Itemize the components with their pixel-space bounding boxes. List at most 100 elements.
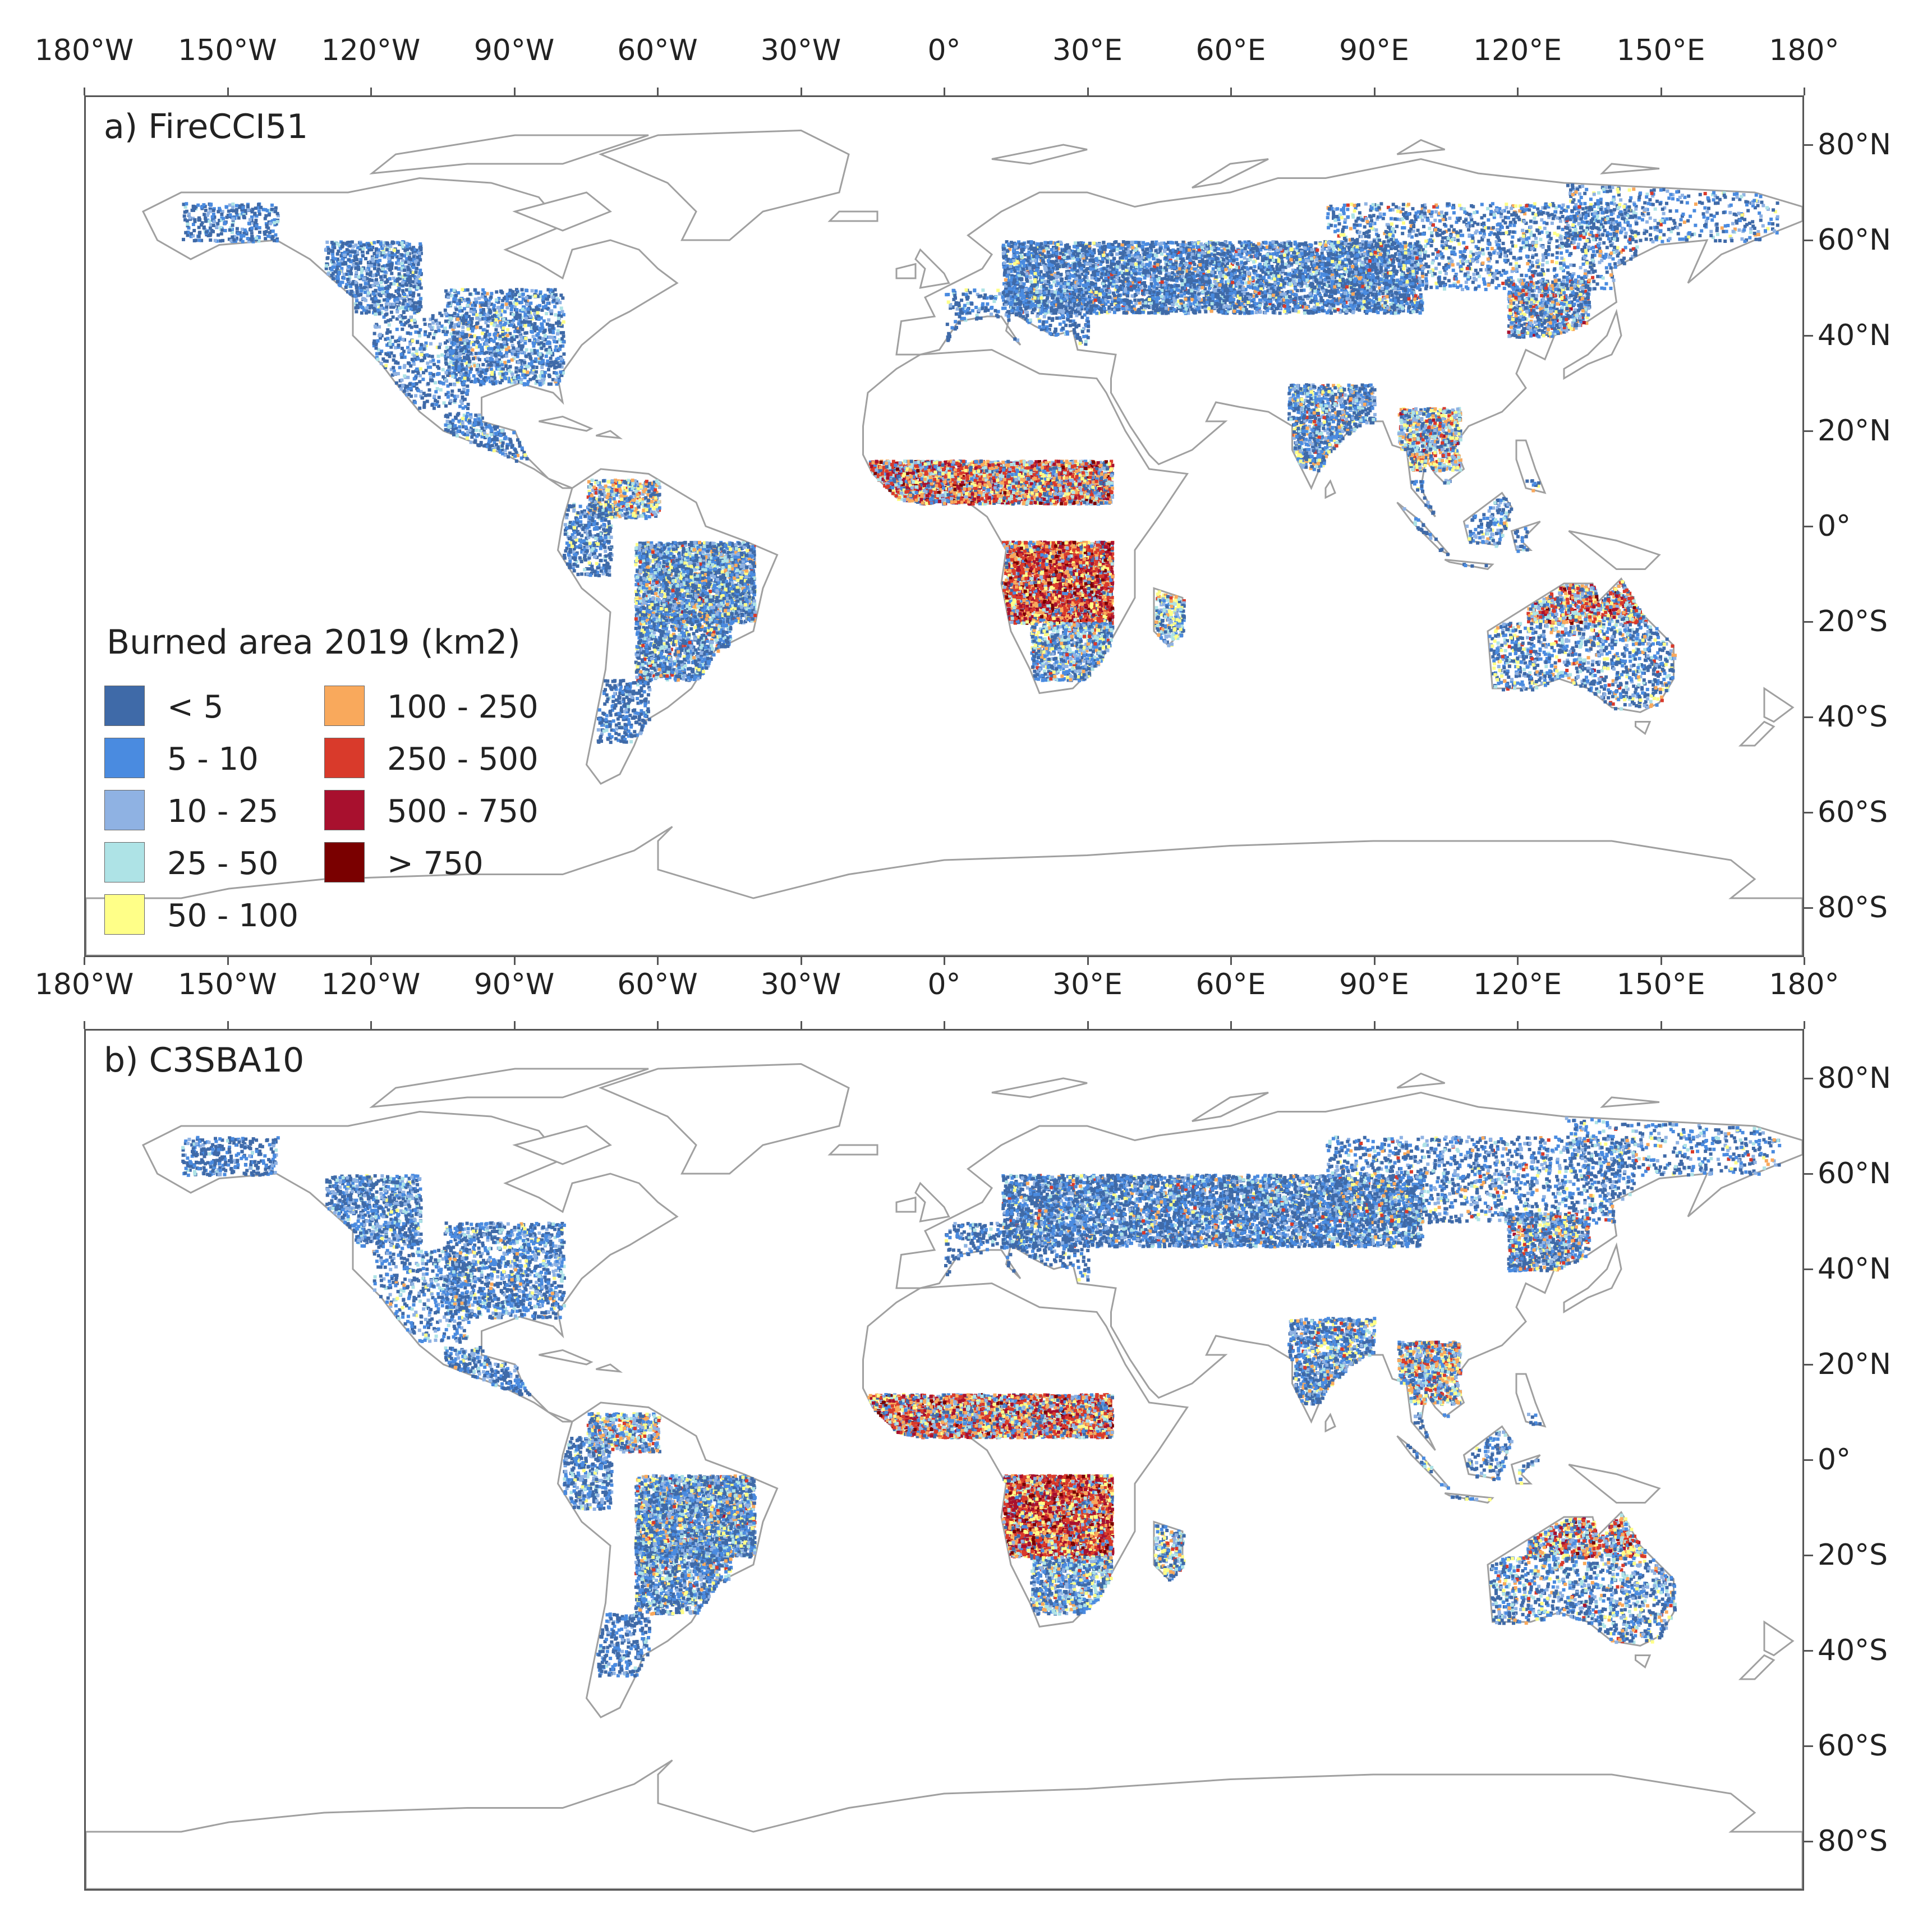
burned-pixel xyxy=(651,580,655,583)
burned-pixel xyxy=(473,288,477,292)
burned-pixel xyxy=(406,384,410,388)
burned-pixel xyxy=(476,364,479,367)
burned-pixel xyxy=(663,559,666,563)
burned-pixel xyxy=(407,256,411,260)
burned-pixel xyxy=(634,516,638,520)
burned-pixel xyxy=(426,393,430,397)
burned-pixel xyxy=(699,603,703,607)
burned-pixel xyxy=(234,204,238,208)
burned-pixel xyxy=(234,236,238,240)
burned-pixel xyxy=(387,292,390,296)
burned-pixel xyxy=(368,293,372,297)
burned-pixel xyxy=(404,387,407,390)
burned-pixel xyxy=(513,454,517,458)
burned-pixel xyxy=(655,483,659,487)
burned-pixel xyxy=(394,381,398,385)
burned-pixel xyxy=(456,413,459,417)
burned-pixel xyxy=(482,431,486,435)
burned-pixel xyxy=(263,217,267,220)
burned-pixel xyxy=(422,353,426,357)
burned-pixel xyxy=(615,502,619,506)
burned-pixel xyxy=(454,348,458,352)
burned-pixel xyxy=(386,337,390,341)
burned-pixel xyxy=(251,240,255,243)
burned-pixel xyxy=(466,327,470,331)
burned-pixel xyxy=(385,241,389,245)
burned-pixel xyxy=(659,610,663,614)
burned-pixel xyxy=(270,203,274,207)
burned-pixel xyxy=(447,365,451,369)
burned-pixel xyxy=(416,286,420,289)
burned-pixel xyxy=(225,205,228,209)
burned-pixel xyxy=(523,341,527,345)
burned-pixel xyxy=(473,380,477,384)
burned-pixel xyxy=(359,283,362,287)
burned-pixel xyxy=(509,323,513,327)
burned-pixel xyxy=(490,444,494,448)
burned-pixel xyxy=(647,515,651,518)
land-outline xyxy=(1396,139,1446,155)
burned-pixel xyxy=(415,355,419,358)
burned-pixel xyxy=(376,240,380,243)
burned-pixel xyxy=(515,310,519,314)
burned-pixel xyxy=(496,316,500,320)
burned-pixel xyxy=(606,493,610,497)
burned-pixel xyxy=(648,510,652,514)
burned-pixel xyxy=(410,302,413,306)
burned-pixel xyxy=(418,242,422,246)
burned-pixel xyxy=(657,484,661,488)
burned-pixel xyxy=(525,309,528,312)
longitude-label: 30°E xyxy=(1052,34,1123,67)
burned-pixel xyxy=(209,238,213,242)
burned-pixel xyxy=(398,337,402,341)
burned-pixel xyxy=(370,257,374,261)
burned-pixel xyxy=(478,343,482,347)
burned-pixel xyxy=(627,503,631,507)
burned-pixel xyxy=(464,298,467,302)
burned-pixel xyxy=(393,298,397,302)
burned-pixel xyxy=(482,377,486,381)
land-outline xyxy=(1763,687,1795,723)
burned-pixel xyxy=(454,361,458,365)
burned-pixel xyxy=(379,336,382,340)
burned-pixel xyxy=(413,324,417,328)
burned-pixel xyxy=(590,499,594,503)
burned-pixel xyxy=(523,361,527,365)
burned-pixel xyxy=(557,314,561,318)
burned-pixel xyxy=(415,349,418,353)
burned-pixel xyxy=(508,332,512,335)
burned-pixel xyxy=(632,498,636,502)
burned-pixel xyxy=(555,382,559,386)
burned-pixel xyxy=(519,380,523,384)
burned-pixel xyxy=(519,456,523,460)
burned-pixel xyxy=(398,254,402,258)
burned-pixel xyxy=(421,378,425,381)
burned-pixel xyxy=(512,357,516,361)
burned-pixel xyxy=(641,492,645,496)
burned-pixel xyxy=(202,226,206,230)
burned-pixel xyxy=(523,351,527,355)
burned-pixel xyxy=(333,246,337,250)
burned-pixel xyxy=(428,332,432,335)
burned-pixel xyxy=(333,265,337,269)
burned-pixel xyxy=(514,459,518,463)
burned-pixel xyxy=(513,376,516,380)
burned-pixel xyxy=(517,347,521,351)
burned-pixel xyxy=(622,486,626,490)
burned-pixel xyxy=(633,514,637,518)
burned-pixel xyxy=(464,316,468,320)
burned-pixel xyxy=(445,379,448,383)
burned-pixel xyxy=(466,288,470,292)
burned-pixel xyxy=(417,305,421,309)
burned-pixel xyxy=(383,287,387,291)
burned-pixel xyxy=(481,288,485,292)
burned-pixel xyxy=(698,567,702,571)
burned-pixel xyxy=(366,304,370,307)
burned-pixel xyxy=(453,335,457,339)
burned-pixel xyxy=(602,486,605,490)
burned-pixel xyxy=(548,348,551,352)
burned-pixel xyxy=(561,296,565,300)
burned-pixel xyxy=(325,240,329,244)
burned-pixel xyxy=(510,295,514,299)
burned-pixel xyxy=(412,301,416,305)
